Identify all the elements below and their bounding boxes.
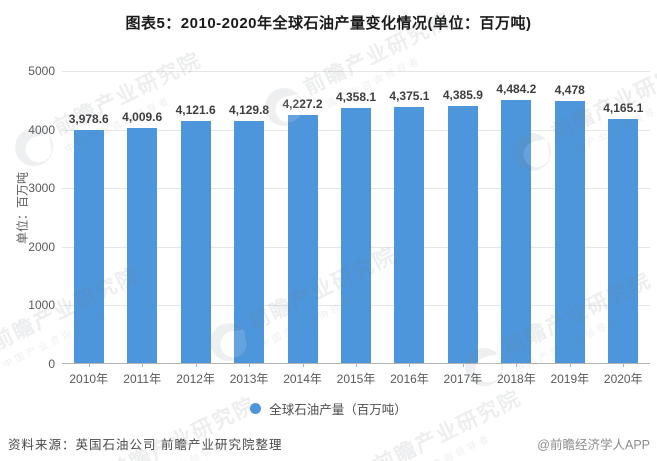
bar-value-label: 4,375.1 (389, 88, 430, 103)
bar (608, 118, 639, 363)
x-axis-tick (569, 363, 571, 367)
x-tick-label: 2016年 (390, 372, 429, 386)
y-tick-label: 2000 (28, 239, 55, 254)
legend-label: 全球石油产量（百万吨） (269, 403, 407, 417)
plot-area: 3,978.6 2010年 4,009.6 2011年 4,121.6 2012年 4,12… (62, 71, 650, 386)
x-tick-label: 2017年 (443, 372, 483, 386)
y-tick-label: 4000 (28, 122, 55, 137)
bar-value-label: 4,484.2 (496, 82, 537, 97)
x-tick-label: 2012年 (176, 372, 215, 386)
bar-column-2013年: 4,129.8 2013年 (222, 71, 275, 386)
bar (340, 107, 371, 363)
x-tick-label: 2019年 (550, 372, 590, 386)
bar (447, 106, 478, 363)
bar-column-2017年: 4,385.9 2017年 (436, 71, 489, 386)
gridline (62, 71, 650, 72)
y-tick-label: 0 (48, 357, 55, 371)
bar (180, 121, 211, 363)
bar-value-label: 4,385.9 (442, 88, 483, 102)
bar-column-2018年: 4,484.2 2018年 (490, 71, 543, 386)
x-axis-tick (195, 363, 197, 367)
bar-column-2016年: 4,375.1 2016年 (383, 71, 436, 386)
bar-column-2014年: 4,227.2 2014年 (276, 71, 329, 386)
x-axis-tick (142, 363, 144, 367)
bar-series: 3,978.6 2010年 4,009.6 2011年 4,121.6 2012年 4,12… (62, 71, 650, 386)
x-axis-tick (623, 363, 625, 367)
bar (234, 121, 265, 363)
y-tick-label: 1000 (28, 298, 55, 313)
x-tick-label: 2011年 (123, 372, 162, 386)
bar-value-label: 4,009.6 (122, 110, 163, 125)
bar-value-label: 4,478 (554, 82, 585, 97)
y-tick-label: 3000 (28, 181, 55, 196)
credit-text: @前瞻经济学人APP (537, 438, 650, 452)
legend-marker-circle (250, 403, 262, 414)
bar (287, 115, 318, 363)
legend: 全球石油产量（百万吨） (0, 399, 657, 418)
bar-value-label: 3,978.6 (68, 111, 109, 126)
y-axis-tick-labels: 0 1000 2000 3000 4000 5000 (0, 64, 55, 371)
x-axis-tick (302, 363, 304, 367)
x-tick-label: 2013年 (229, 372, 269, 386)
bar (394, 106, 425, 363)
x-axis-tick (462, 363, 464, 367)
bar-value-label: 4,227.2 (282, 97, 323, 112)
x-tick-label: 2018年 (497, 372, 536, 386)
bar-column-2015年: 4,358.1 2015年 (329, 71, 382, 386)
x-axis-tick (516, 363, 518, 367)
x-tick-label: 2015年 (336, 372, 376, 386)
bar-value-label: 4,165.1 (603, 100, 644, 115)
bar-value-label: 4,358.1 (335, 89, 377, 104)
bar-value-label: 4,129.8 (229, 103, 270, 117)
bar (127, 128, 158, 363)
bar-column-2010年: 3,978.6 2010年 (62, 71, 115, 386)
bar (501, 100, 532, 363)
x-axis-tick (88, 363, 90, 367)
data-source-text: 资料来源：英国石油公司 前瞻产业研究院整理 (8, 438, 283, 452)
x-tick-label: 2014年 (283, 372, 322, 386)
bar-column-2012年: 4,121.6 2012年 (169, 71, 222, 386)
chart-title: 图表5：2010-2020年全球石油产量变化情况(单位：百万吨) (125, 15, 532, 32)
x-tick-label: 2020年 (603, 372, 643, 386)
bar-column-2011年: 4,009.6 2011年 (115, 71, 168, 386)
x-axis-tick (249, 363, 251, 367)
x-axis-tick (355, 363, 357, 367)
x-axis-tick (409, 363, 411, 367)
bar-column-2019年: 4,478 2019年 (543, 71, 596, 386)
bar-value-label: 4,121.6 (175, 103, 216, 118)
x-tick-label: 2010年 (69, 372, 109, 386)
bar (554, 100, 585, 363)
bar (73, 129, 104, 363)
bar-column-2020年: 4,165.1 2020年 (597, 71, 650, 386)
footer: 资料来源：英国石油公司 前瞻产业研究院整理 @前瞻经济学人APP (8, 434, 650, 453)
y-tick-label: 5000 (28, 64, 55, 78)
